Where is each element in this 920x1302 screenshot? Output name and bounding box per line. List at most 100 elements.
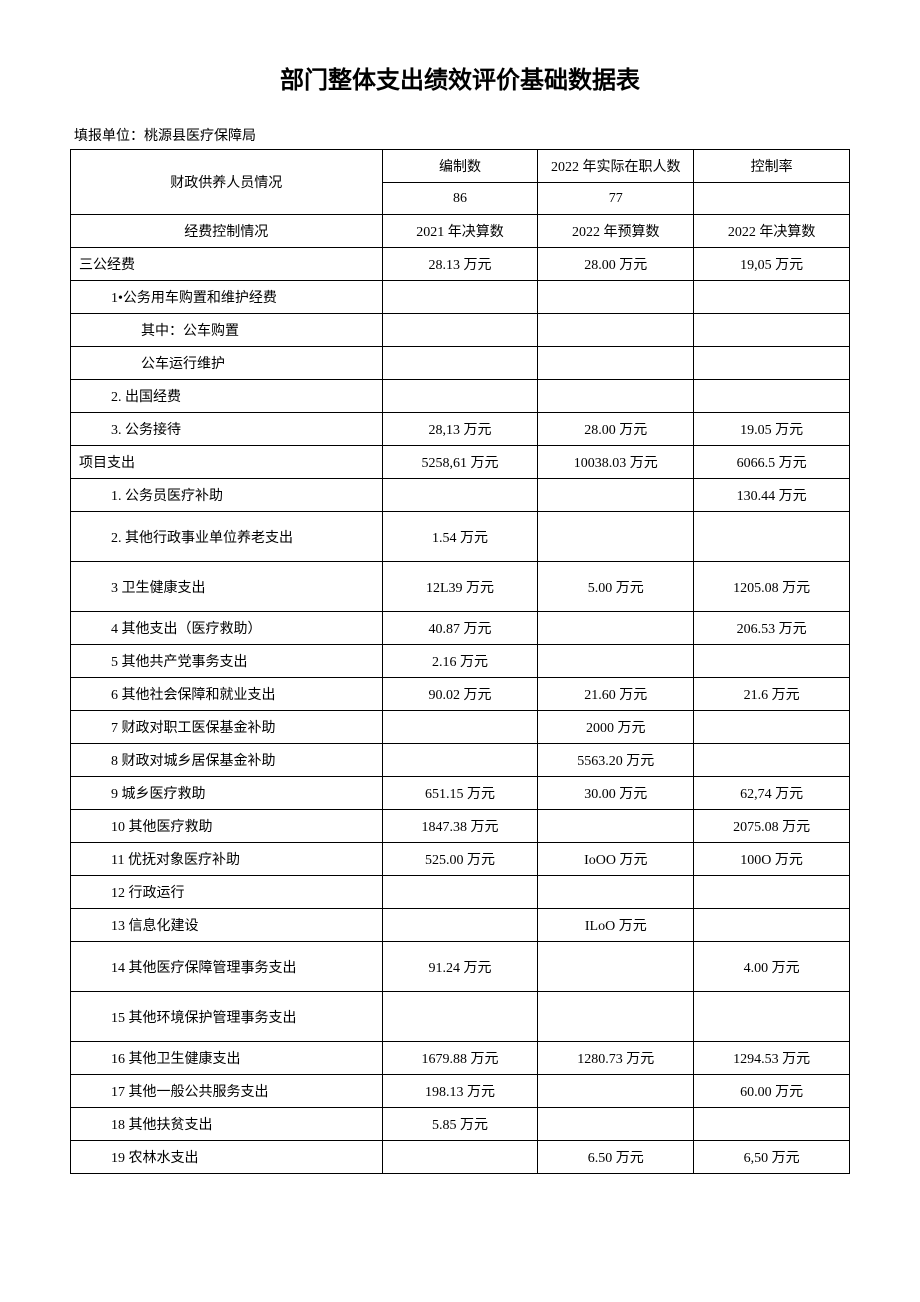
- row-col-2022-final: 1294.53 万元: [694, 1042, 850, 1075]
- row-col-2022-final: 62,74 万元: [694, 777, 850, 810]
- row-col-2021-final: [382, 479, 538, 512]
- table-row: 3. 公务接待28,13 万元28.00 万元19.05 万元: [71, 413, 850, 446]
- row-label: 16 其他卫生健康支出: [71, 1042, 383, 1075]
- row-label: 13 信息化建设: [71, 909, 383, 942]
- table-row: 9 城乡医疗救助651.15 万元30.00 万元62,74 万元: [71, 777, 850, 810]
- table-row: 7 财政对职工医保基金补助 2000 万元: [71, 711, 850, 744]
- table-row: 8 财政对城乡居保基金补助5563.20 万元: [71, 744, 850, 777]
- row-col-2022-final: 1205.08 万元: [694, 562, 850, 612]
- table-row: 2. 出国经费: [71, 380, 850, 413]
- row-col-2022-final: 206.53 万元: [694, 612, 850, 645]
- row-col-2021-final: [382, 380, 538, 413]
- row-col-2022-budget: [538, 347, 694, 380]
- row-col-2022-final: [694, 711, 850, 744]
- row-col-2022-budget: 10038.03 万元: [538, 446, 694, 479]
- row-col-2022-budget: 5.00 万元: [538, 562, 694, 612]
- header-row-1: 财政供养人员情况 编制数 2022 年实际在职人数 控制率: [71, 150, 850, 183]
- row-label: 5 其他共产党事务支出: [71, 645, 383, 678]
- table-row: 10 其他医疗救助1847.38 万元 2075.08 万元: [71, 810, 850, 843]
- row-col-2021-final: 5.85 万元: [382, 1108, 538, 1141]
- header-row-3: 经费控制情况 2021 年决算数 2022 年预算数 2022 年决算数: [71, 215, 850, 248]
- table-row: 6 其他社会保障和就业支出90.02 万元21.60 万元21.6 万元: [71, 678, 850, 711]
- row-label: 19 农林水支出: [71, 1141, 383, 1174]
- row-col-2022-budget: [538, 645, 694, 678]
- row-col-2021-final: 198.13 万元: [382, 1075, 538, 1108]
- row-col-2022-budget: [538, 512, 694, 562]
- row-col-2022-final: 130.44 万元: [694, 479, 850, 512]
- row-col-2021-final: 1.54 万元: [382, 512, 538, 562]
- row-col-2022-final: [694, 512, 850, 562]
- row-label: 9 城乡医疗救助: [71, 777, 383, 810]
- header-personnel: 财政供养人员情况: [71, 150, 383, 215]
- row-col-2022-budget: 28.00 万元: [538, 248, 694, 281]
- row-label: 10 其他医疗救助: [71, 810, 383, 843]
- value-allocation: 86: [382, 183, 538, 215]
- row-col-2022-final: [694, 314, 850, 347]
- table-row: 19 农林水支出 6.50 万元6,50 万元: [71, 1141, 850, 1174]
- row-col-2022-final: [694, 380, 850, 413]
- row-col-2022-budget: 2000 万元: [538, 711, 694, 744]
- row-col-2021-final: [382, 876, 538, 909]
- header-2022-final: 2022 年决算数: [694, 215, 850, 248]
- row-col-2022-final: 4.00 万元: [694, 942, 850, 992]
- row-label: 7 财政对职工医保基金补助: [71, 711, 383, 744]
- row-label: 4 其他支出（医疗救助）: [71, 612, 383, 645]
- row-col-2022-budget: [538, 612, 694, 645]
- row-col-2021-final: 5258,61 万元: [382, 446, 538, 479]
- row-col-2022-final: [694, 645, 850, 678]
- header-control-rate: 控制率: [694, 150, 850, 183]
- row-label: 15 其他环境保护管理事务支出: [71, 992, 383, 1042]
- table-row: 项目支出5258,61 万元10038.03 万元6066.5 万元: [71, 446, 850, 479]
- row-col-2022-final: 21.6 万元: [694, 678, 850, 711]
- row-col-2022-final: [694, 992, 850, 1042]
- row-label: 2. 出国经费: [71, 380, 383, 413]
- row-col-2021-final: [382, 347, 538, 380]
- table-row: 13 信息化建设 ILoO 万元: [71, 909, 850, 942]
- row-col-2022-budget: [538, 314, 694, 347]
- row-col-2022-final: 6,50 万元: [694, 1141, 850, 1174]
- row-label: 其中：公车购置: [71, 314, 383, 347]
- row-label: 17 其他一般公共服务支出: [71, 1075, 383, 1108]
- row-col-2022-final: [694, 909, 850, 942]
- table-row: 2. 其他行政事业单位养老支出1.54 万元: [71, 512, 850, 562]
- data-table: 财政供养人员情况 编制数 2022 年实际在职人数 控制率 86 77 经费控制…: [70, 149, 850, 1174]
- row-col-2021-final: 91.24 万元: [382, 942, 538, 992]
- table-row: 1•公务用车购置和维护经费: [71, 281, 850, 314]
- row-col-2022-budget: ILoO 万元: [538, 909, 694, 942]
- row-col-2022-budget: 6.50 万元: [538, 1141, 694, 1174]
- row-label: 3. 公务接待: [71, 413, 383, 446]
- table-row: 14 其他医疗保障管理事务支出91.24 万元 4.00 万元: [71, 942, 850, 992]
- row-label: 18 其他扶贫支出: [71, 1108, 383, 1141]
- row-col-2021-final: 40.87 万元: [382, 612, 538, 645]
- row-col-2021-final: [382, 314, 538, 347]
- row-col-2021-final: 1847.38 万元: [382, 810, 538, 843]
- row-col-2022-final: [694, 1108, 850, 1141]
- row-col-2022-budget: 1280.73 万元: [538, 1042, 694, 1075]
- table-row: 18 其他扶贫支出5.85 万元: [71, 1108, 850, 1141]
- row-col-2022-budget: [538, 1108, 694, 1141]
- header-2022-budget: 2022 年预算数: [538, 215, 694, 248]
- row-col-2021-final: [382, 1141, 538, 1174]
- row-col-2022-final: [694, 347, 850, 380]
- row-col-2022-budget: 5563.20 万元: [538, 744, 694, 777]
- row-label: 14 其他医疗保障管理事务支出: [71, 942, 383, 992]
- row-col-2021-final: [382, 992, 538, 1042]
- row-col-2021-final: 1679.88 万元: [382, 1042, 538, 1075]
- row-col-2022-final: 6066.5 万元: [694, 446, 850, 479]
- table-row: 15 其他环境保护管理事务支出: [71, 992, 850, 1042]
- row-col-2022-budget: 30.00 万元: [538, 777, 694, 810]
- row-label: 6 其他社会保障和就业支出: [71, 678, 383, 711]
- row-col-2022-budget: IoOO 万元: [538, 843, 694, 876]
- table-row: 16 其他卫生健康支出1679.88 万元1280.73 万元1294.53 万…: [71, 1042, 850, 1075]
- row-col-2022-final: 60.00 万元: [694, 1075, 850, 1108]
- row-col-2021-final: 28,13 万元: [382, 413, 538, 446]
- row-col-2022-final: 2075.08 万元: [694, 810, 850, 843]
- row-col-2022-budget: [538, 810, 694, 843]
- row-col-2021-final: [382, 909, 538, 942]
- row-label: 项目支出: [71, 446, 383, 479]
- row-label: 1•公务用车购置和维护经费: [71, 281, 383, 314]
- value-actual-2022: 77: [538, 183, 694, 215]
- row-label: 1. 公务员医疗补助: [71, 479, 383, 512]
- row-label: 12 行政运行: [71, 876, 383, 909]
- row-col-2021-final: [382, 711, 538, 744]
